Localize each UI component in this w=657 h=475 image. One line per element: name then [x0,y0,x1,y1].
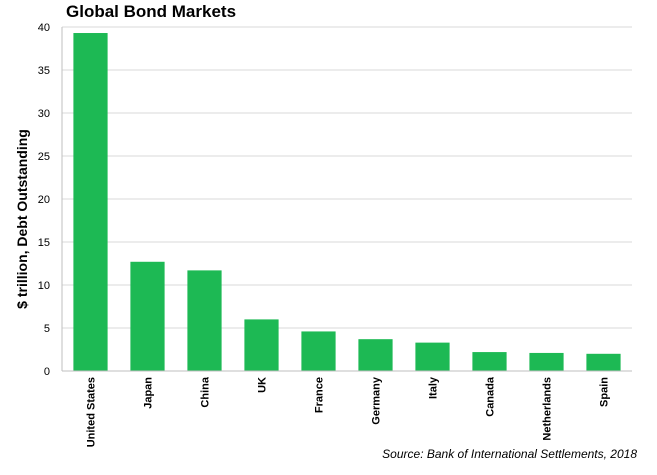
y-tick-label: 30 [38,108,50,120]
y-tick-label: 10 [38,280,50,292]
bar [586,353,621,371]
bar [301,331,336,371]
y-tick-label: 40 [38,22,50,34]
x-tick-label: Netherlands [542,377,554,441]
bar [472,352,507,371]
x-tick-label: China [200,376,212,407]
bar [415,342,450,371]
y-tick-label: 25 [38,151,50,163]
chart-title: Global Bond Markets [66,2,237,21]
x-tick-label: Italy [428,376,440,399]
y-axis-title: $ trillion, Debt Outstanding [14,129,30,309]
x-tick-label: Canada [485,376,497,417]
bar [73,33,108,372]
bar [187,270,222,371]
bar [244,319,279,371]
x-tick-label: France [314,377,326,413]
bar [130,261,165,371]
x-tick-label: UK [257,377,269,393]
y-tick-label: 5 [44,323,50,335]
bar [358,339,393,371]
y-tick-label: 0 [44,366,50,378]
y-tick-label: 35 [38,65,50,77]
y-tick-label: 20 [38,194,50,206]
x-tick-label: United States [86,377,98,447]
x-tick-label: Germany [371,376,383,425]
x-tick-label: Spain [599,377,611,407]
bar [529,352,564,371]
y-tick-label: 15 [38,237,50,249]
x-tick-label: Japan [143,377,155,409]
chart-source: Source: Bank of International Settlement… [382,447,637,461]
